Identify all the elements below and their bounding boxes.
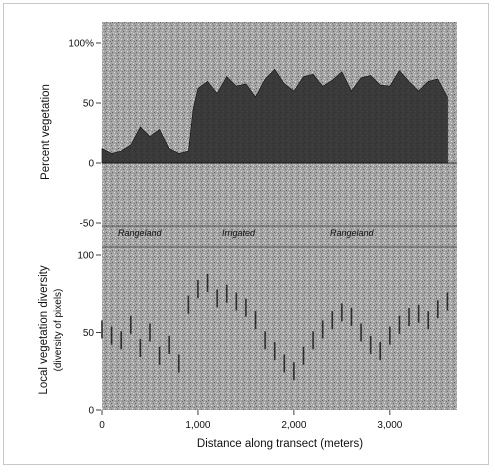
panel-separators bbox=[102, 225, 457, 248]
x-tick-label: 3,000 bbox=[377, 420, 402, 431]
local-diversity-panel: 100 50 0 Local vegetation diversity (diver… bbox=[38, 251, 449, 417]
bottom-y-tick-label: 100 bbox=[77, 251, 94, 262]
top-y-axis-label: Percent vegetation bbox=[40, 84, 52, 180]
bottom-y-axis-label: Local vegetation diversity bbox=[38, 265, 50, 394]
top-y-tick-label: -50 bbox=[80, 219, 95, 230]
bottom-y-axis-sublabel: (diversity of pixels) bbox=[53, 289, 64, 372]
x-tick-label: 2,000 bbox=[281, 420, 306, 431]
annotation-rangeland-right: Rangeland bbox=[330, 228, 375, 238]
annotation-irrigated: Irrigated bbox=[222, 228, 256, 238]
annotation-rangeland-left: Rangeland bbox=[118, 228, 163, 238]
top-y-tick-label: 50 bbox=[83, 99, 95, 110]
x-tick-label: 1,000 bbox=[185, 420, 210, 431]
bottom-y-tick-label: 50 bbox=[83, 328, 95, 339]
figure-frame bbox=[3, 3, 489, 465]
top-y-tick-label: 0 bbox=[88, 159, 94, 170]
x-tick-label: 0 bbox=[99, 420, 105, 431]
x-axis: 0 1,000 2,000 3,000 Distance along transect… bbox=[99, 410, 403, 450]
top-y-tick-label: 100% bbox=[68, 39, 94, 50]
x-axis-label: Distance along transect (meters) bbox=[197, 438, 363, 450]
percent-vegetation-panel: 100% 50 0 -50 Rangeland Irrigated Rangeland… bbox=[40, 39, 457, 238]
percent-vegetation-series bbox=[101, 68, 448, 164]
bottom-y-tick-label: 0 bbox=[88, 406, 94, 417]
